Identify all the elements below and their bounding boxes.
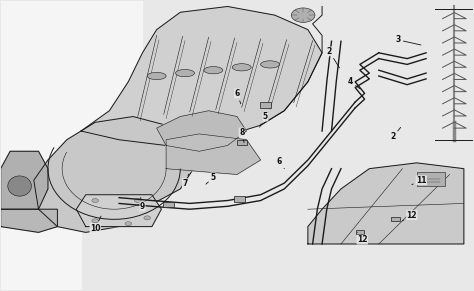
- Polygon shape: [0, 151, 48, 209]
- Circle shape: [92, 198, 99, 203]
- Bar: [260, 102, 271, 108]
- Bar: [391, 217, 400, 221]
- Circle shape: [125, 222, 132, 226]
- Polygon shape: [0, 209, 57, 233]
- Polygon shape: [308, 163, 464, 244]
- Text: 7: 7: [182, 174, 189, 188]
- Ellipse shape: [8, 176, 31, 196]
- Text: 5: 5: [260, 112, 268, 127]
- Text: 12: 12: [357, 233, 367, 244]
- Bar: [237, 140, 247, 145]
- Circle shape: [144, 216, 151, 220]
- Text: 11: 11: [412, 176, 427, 185]
- Text: 9: 9: [140, 198, 145, 211]
- Ellipse shape: [147, 72, 166, 80]
- Polygon shape: [81, 6, 322, 145]
- Text: 8: 8: [239, 128, 245, 143]
- Bar: [417, 172, 445, 186]
- Ellipse shape: [261, 61, 280, 68]
- Ellipse shape: [204, 67, 223, 74]
- Polygon shape: [76, 195, 161, 227]
- Text: 2: 2: [327, 47, 339, 68]
- Ellipse shape: [232, 64, 251, 71]
- Polygon shape: [0, 131, 81, 290]
- Polygon shape: [0, 1, 143, 131]
- Text: 4: 4: [348, 77, 360, 89]
- Polygon shape: [166, 134, 261, 175]
- Text: 6: 6: [234, 89, 241, 104]
- Text: 6: 6: [277, 157, 284, 169]
- Circle shape: [92, 219, 99, 223]
- Text: 2: 2: [390, 127, 401, 141]
- Text: 10: 10: [90, 216, 101, 233]
- Circle shape: [292, 8, 315, 22]
- Text: 12: 12: [402, 210, 417, 221]
- Bar: [163, 202, 173, 207]
- Circle shape: [135, 198, 141, 203]
- Polygon shape: [156, 111, 246, 151]
- Bar: [234, 196, 245, 202]
- Polygon shape: [34, 116, 199, 233]
- Text: 3: 3: [395, 35, 421, 45]
- Bar: [356, 230, 364, 235]
- Ellipse shape: [175, 70, 194, 77]
- Text: 5: 5: [206, 173, 216, 184]
